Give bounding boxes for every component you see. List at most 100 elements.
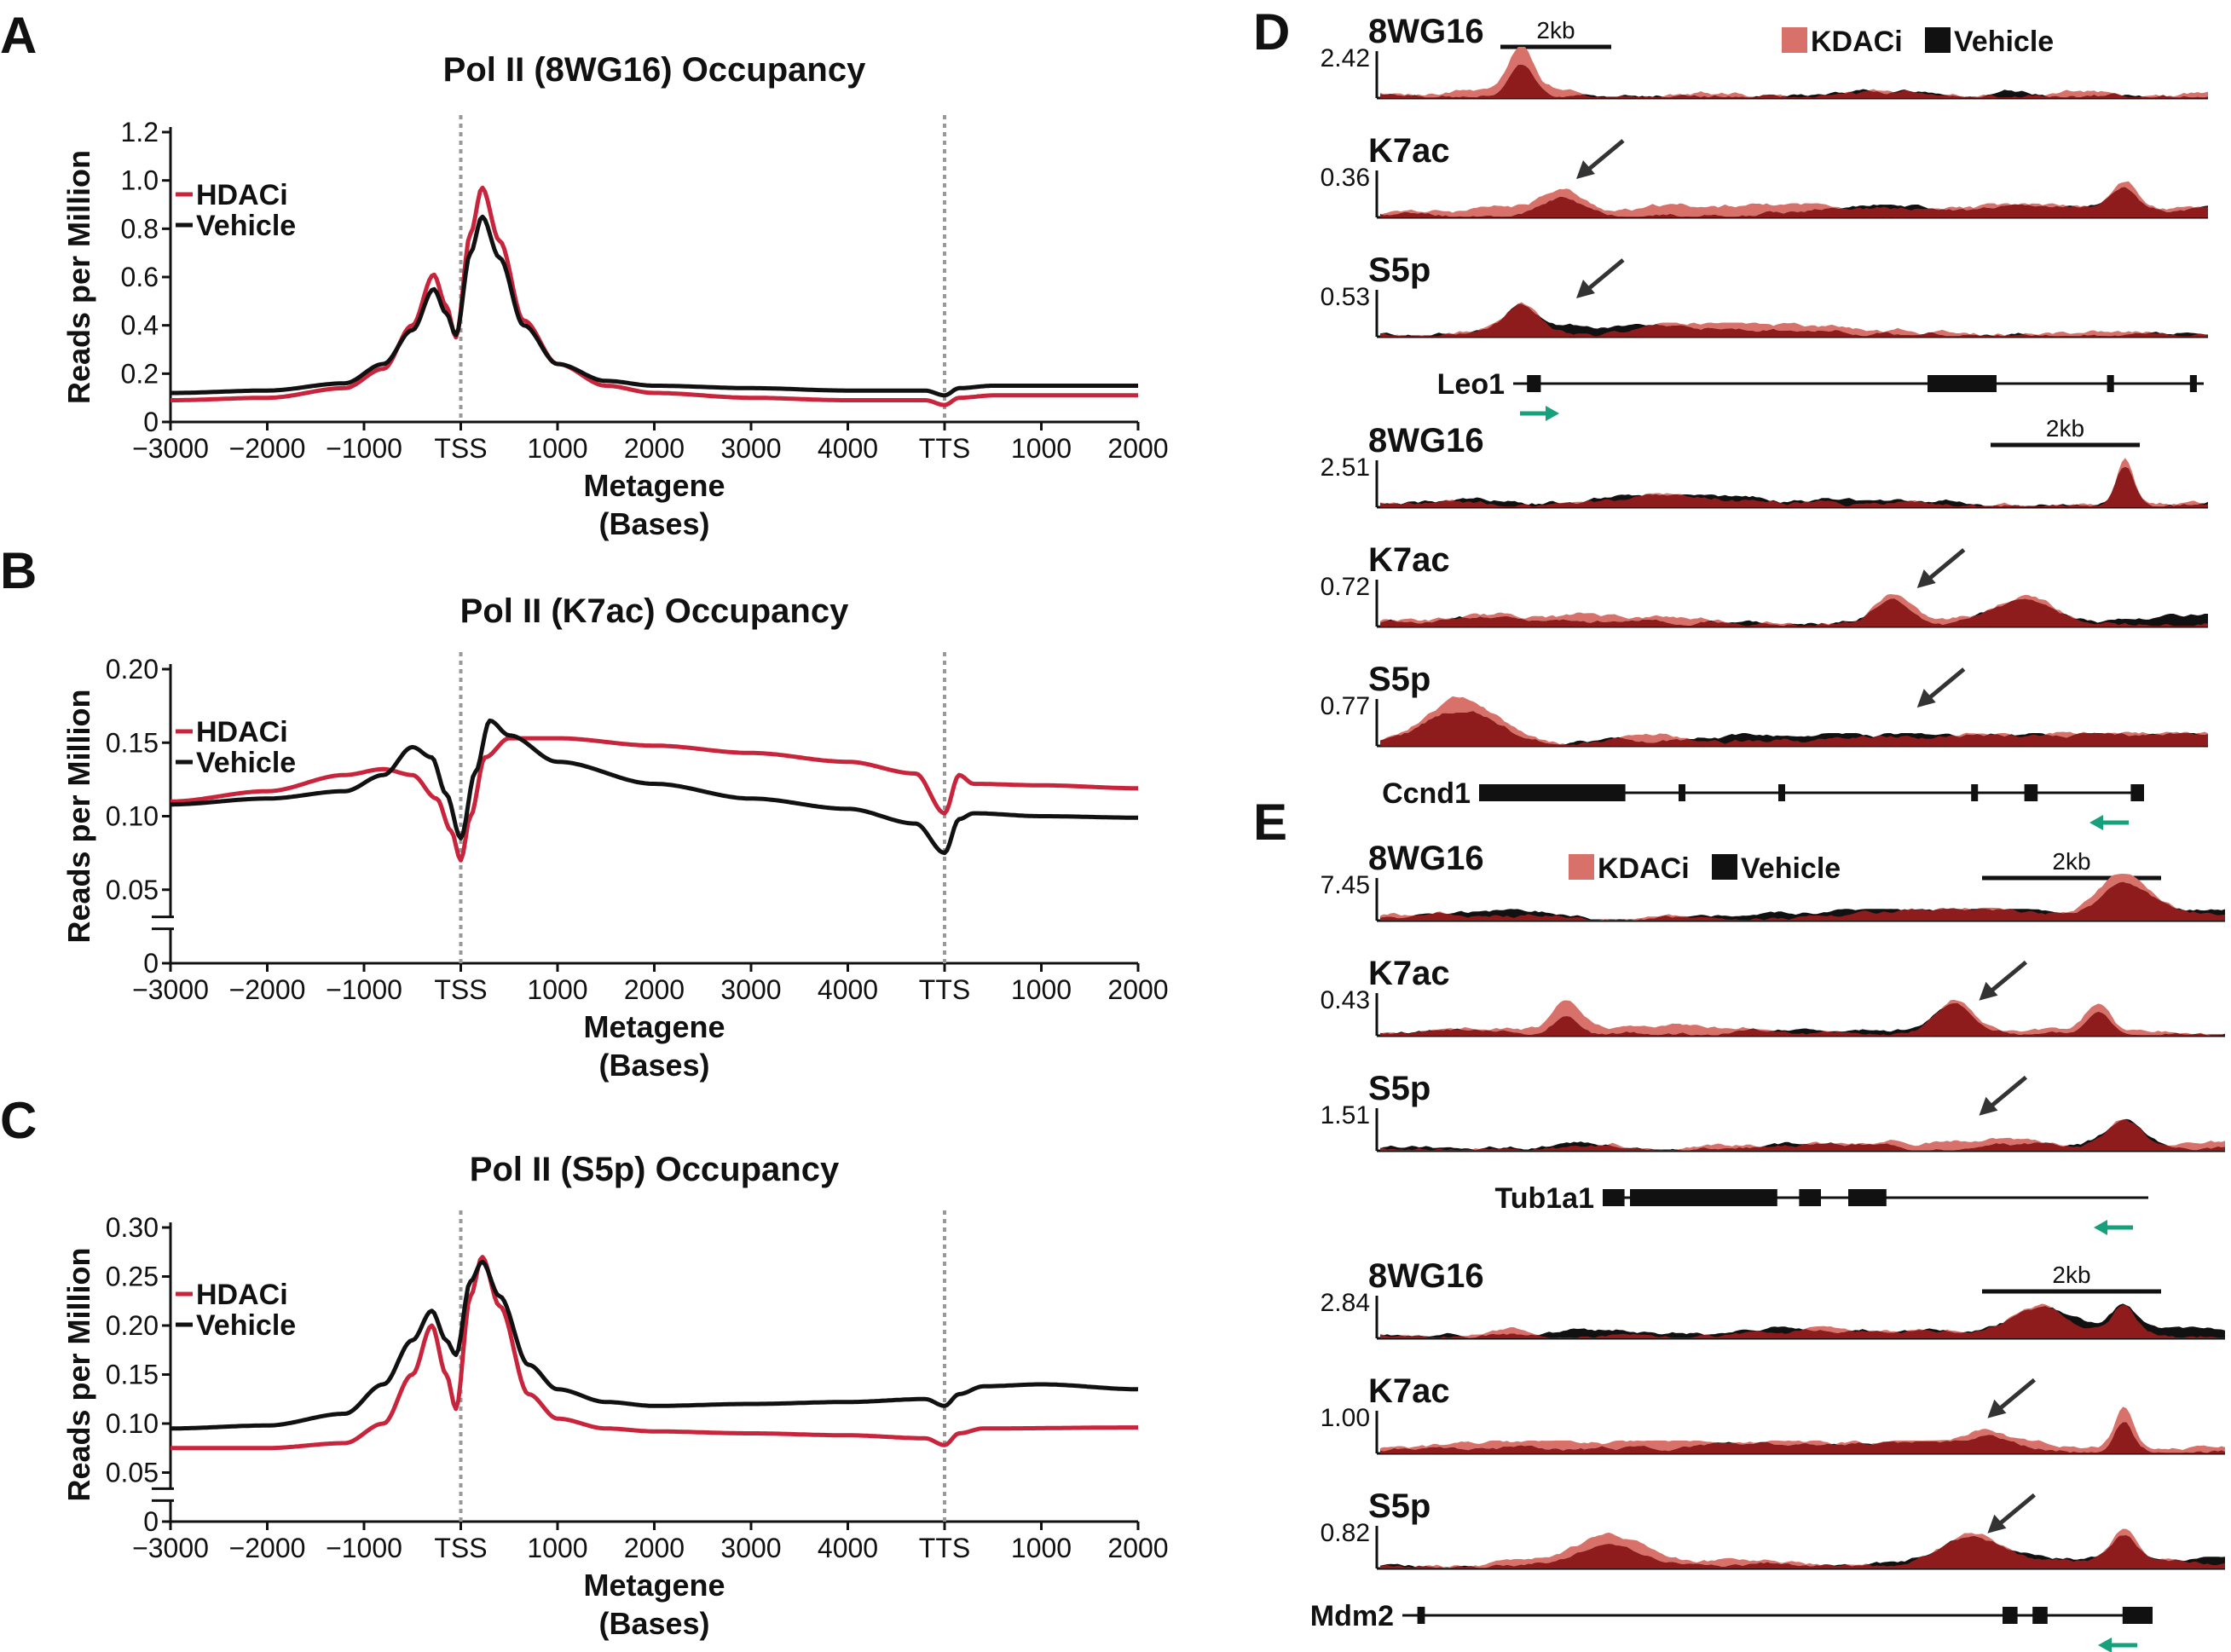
x-tick-label: 3000 [720, 974, 781, 1005]
y-tick-label: 1.2 [121, 117, 159, 147]
strand-arrow-head [2089, 815, 2103, 830]
y-tick-label: 0.15 [106, 1360, 159, 1390]
track-max-value: 1.00 [1321, 1404, 1370, 1432]
track-name: K7ac [1368, 1372, 1450, 1410]
panel-a-chart: Pol II (8WG16) Occupancy 0 0.2 0.4 0.6 0.8 1.0… [61, 51, 1169, 541]
track-area-vehicle [1380, 466, 2208, 507]
gene-name: Leo1 [1437, 368, 1505, 401]
y-axis-break-gap [167, 916, 176, 929]
x-tick-label: −3000 [132, 433, 209, 464]
gene-exon [1971, 784, 1979, 801]
x-tick-label: 4000 [818, 974, 878, 1005]
panel-letter-b: B [0, 542, 37, 599]
x-tick-label: 3000 [720, 1533, 781, 1563]
panel-c-chart: Pol II (S5p) Occupancy 0 0.05 0.10 0.15 0.20 0… [61, 1151, 1169, 1641]
x-tick-label: −1000 [326, 433, 402, 464]
x-tick-label: 2000 [624, 433, 685, 464]
x-tick-label: 2000 [624, 974, 685, 1005]
scale-bar-label: 2kb [2052, 1262, 2090, 1288]
legend-swatch-kdaci [1569, 854, 1594, 880]
gene-exon [1630, 1189, 1777, 1206]
gene-name: Ccnd1 [1382, 777, 1471, 810]
track-max-value: 2.42 [1321, 44, 1370, 72]
x-axis-label-units: (Bases) [598, 506, 709, 541]
x-axis-label: Metagene [583, 1009, 725, 1044]
annotation-arrow-head [1979, 1096, 1998, 1116]
x-tick-label: 1000 [1011, 974, 1072, 1005]
track-area-kdaci [1380, 47, 2208, 98]
strand-arrow-head [1546, 406, 1559, 421]
y-tick-label: 0.20 [106, 1310, 159, 1341]
series-line-vehicle [170, 1259, 1139, 1431]
track-max-value: 1.51 [1321, 1101, 1370, 1129]
legend-swatch-vehicle [1925, 27, 1951, 53]
y-axis-label: Reads per Million [61, 689, 96, 943]
track-area-overlap [1380, 1119, 2225, 1151]
legend-swatch-kdaci [1782, 27, 1807, 53]
track-name: 8WG16 [1368, 422, 1484, 459]
track-max-value: 2.84 [1321, 1289, 1370, 1317]
track-area-overlap [1380, 187, 2208, 217]
track-area-vehicle [1380, 65, 2208, 98]
y-tick-label: 0.8 [121, 213, 159, 244]
track-name: 8WG16 [1368, 840, 1484, 877]
track-area-kdaci [1380, 1119, 2225, 1151]
track-name: K7ac [1368, 955, 1450, 992]
x-tick-label: 2000 [1107, 433, 1168, 464]
annotation-arrow-head [1576, 280, 1595, 298]
gene-name: Tub1a1 [1494, 1182, 1594, 1215]
legend-label: Vehicle [1954, 26, 2054, 58]
panel-letter-a: A [0, 7, 37, 64]
y-tick-label: 0.2 [121, 358, 159, 389]
track-area-overlap [1380, 466, 2208, 507]
panel-letter-c: C [0, 1092, 37, 1149]
x-tick-label: 4000 [818, 1533, 878, 1563]
gene-exon [2130, 784, 2144, 801]
y-tick-label: 0.25 [106, 1262, 159, 1292]
y-tick-label: 0 [143, 948, 159, 979]
chart-title: Pol II (S5p) Occupancy [470, 1151, 840, 1188]
track-area-kdaci [1380, 999, 2225, 1036]
panel-b-chart: Pol II (K7ac) Occupancy 0 0.05 0.10 0.15 0.20… [61, 592, 1169, 1083]
x-tick-label: −3000 [132, 974, 209, 1005]
strand-arrow-head [2098, 1638, 2112, 1652]
legend-label: Vehicle [196, 1309, 296, 1342]
gene-exon [1679, 784, 1685, 801]
gene-exon [2032, 1607, 2048, 1624]
x-axis-label-units: (Bases) [598, 1048, 709, 1083]
x-tick-label: TSS [434, 1533, 487, 1563]
annotation-arrow-head [1987, 1399, 2007, 1418]
x-tick-label: −3000 [132, 1533, 209, 1563]
x-tick-label: −2000 [229, 433, 306, 464]
chart-title: Pol II (K7ac) Occupancy [460, 592, 849, 630]
x-axis-label: Metagene [583, 468, 725, 503]
track-area-overlap [1380, 303, 2208, 337]
x-tick-label: TTS [919, 1533, 970, 1563]
track-name: S5p [1368, 1487, 1430, 1525]
panel-e-browser-tracks: KDACi Vehicle 2kb8WG167.45K7ac0.43S5p1.51T… [1310, 840, 2225, 1652]
panel-letter-d: D [1253, 3, 1290, 61]
strand-arrow-head [2094, 1220, 2107, 1235]
panel-letter-e: E [1253, 794, 1287, 851]
track-name: 8WG16 [1368, 1257, 1484, 1295]
gene-exon [2189, 375, 2197, 392]
track-max-value: 0.53 [1321, 283, 1370, 311]
track-area-overlap [1380, 1304, 2225, 1338]
y-tick-label: 0 [143, 407, 159, 437]
y-axis-break-gap [167, 1488, 176, 1501]
gene-name: Mdm2 [1310, 1600, 1394, 1632]
x-tick-label: 1000 [527, 1533, 587, 1563]
x-tick-label: 2000 [624, 1533, 685, 1563]
gene-exon [2107, 375, 2114, 392]
x-tick-label: TTS [919, 433, 970, 464]
x-tick-label: 1000 [1011, 1533, 1072, 1563]
x-axis-label: Metagene [583, 1568, 725, 1603]
gene-exon [2024, 784, 2038, 801]
panel-d-browser-tracks: KDACi Vehicle2kb8WG162.42K7ac0.36S5p0.53L… [1321, 13, 2208, 830]
track-area-vehicle [1380, 303, 2208, 337]
gene-exon [1848, 1189, 1887, 1206]
annotation-arrow-head [1987, 1514, 2007, 1534]
chart-title: Pol II (8WG16) Occupancy [443, 51, 866, 89]
legend-label: HDACi [196, 179, 288, 211]
